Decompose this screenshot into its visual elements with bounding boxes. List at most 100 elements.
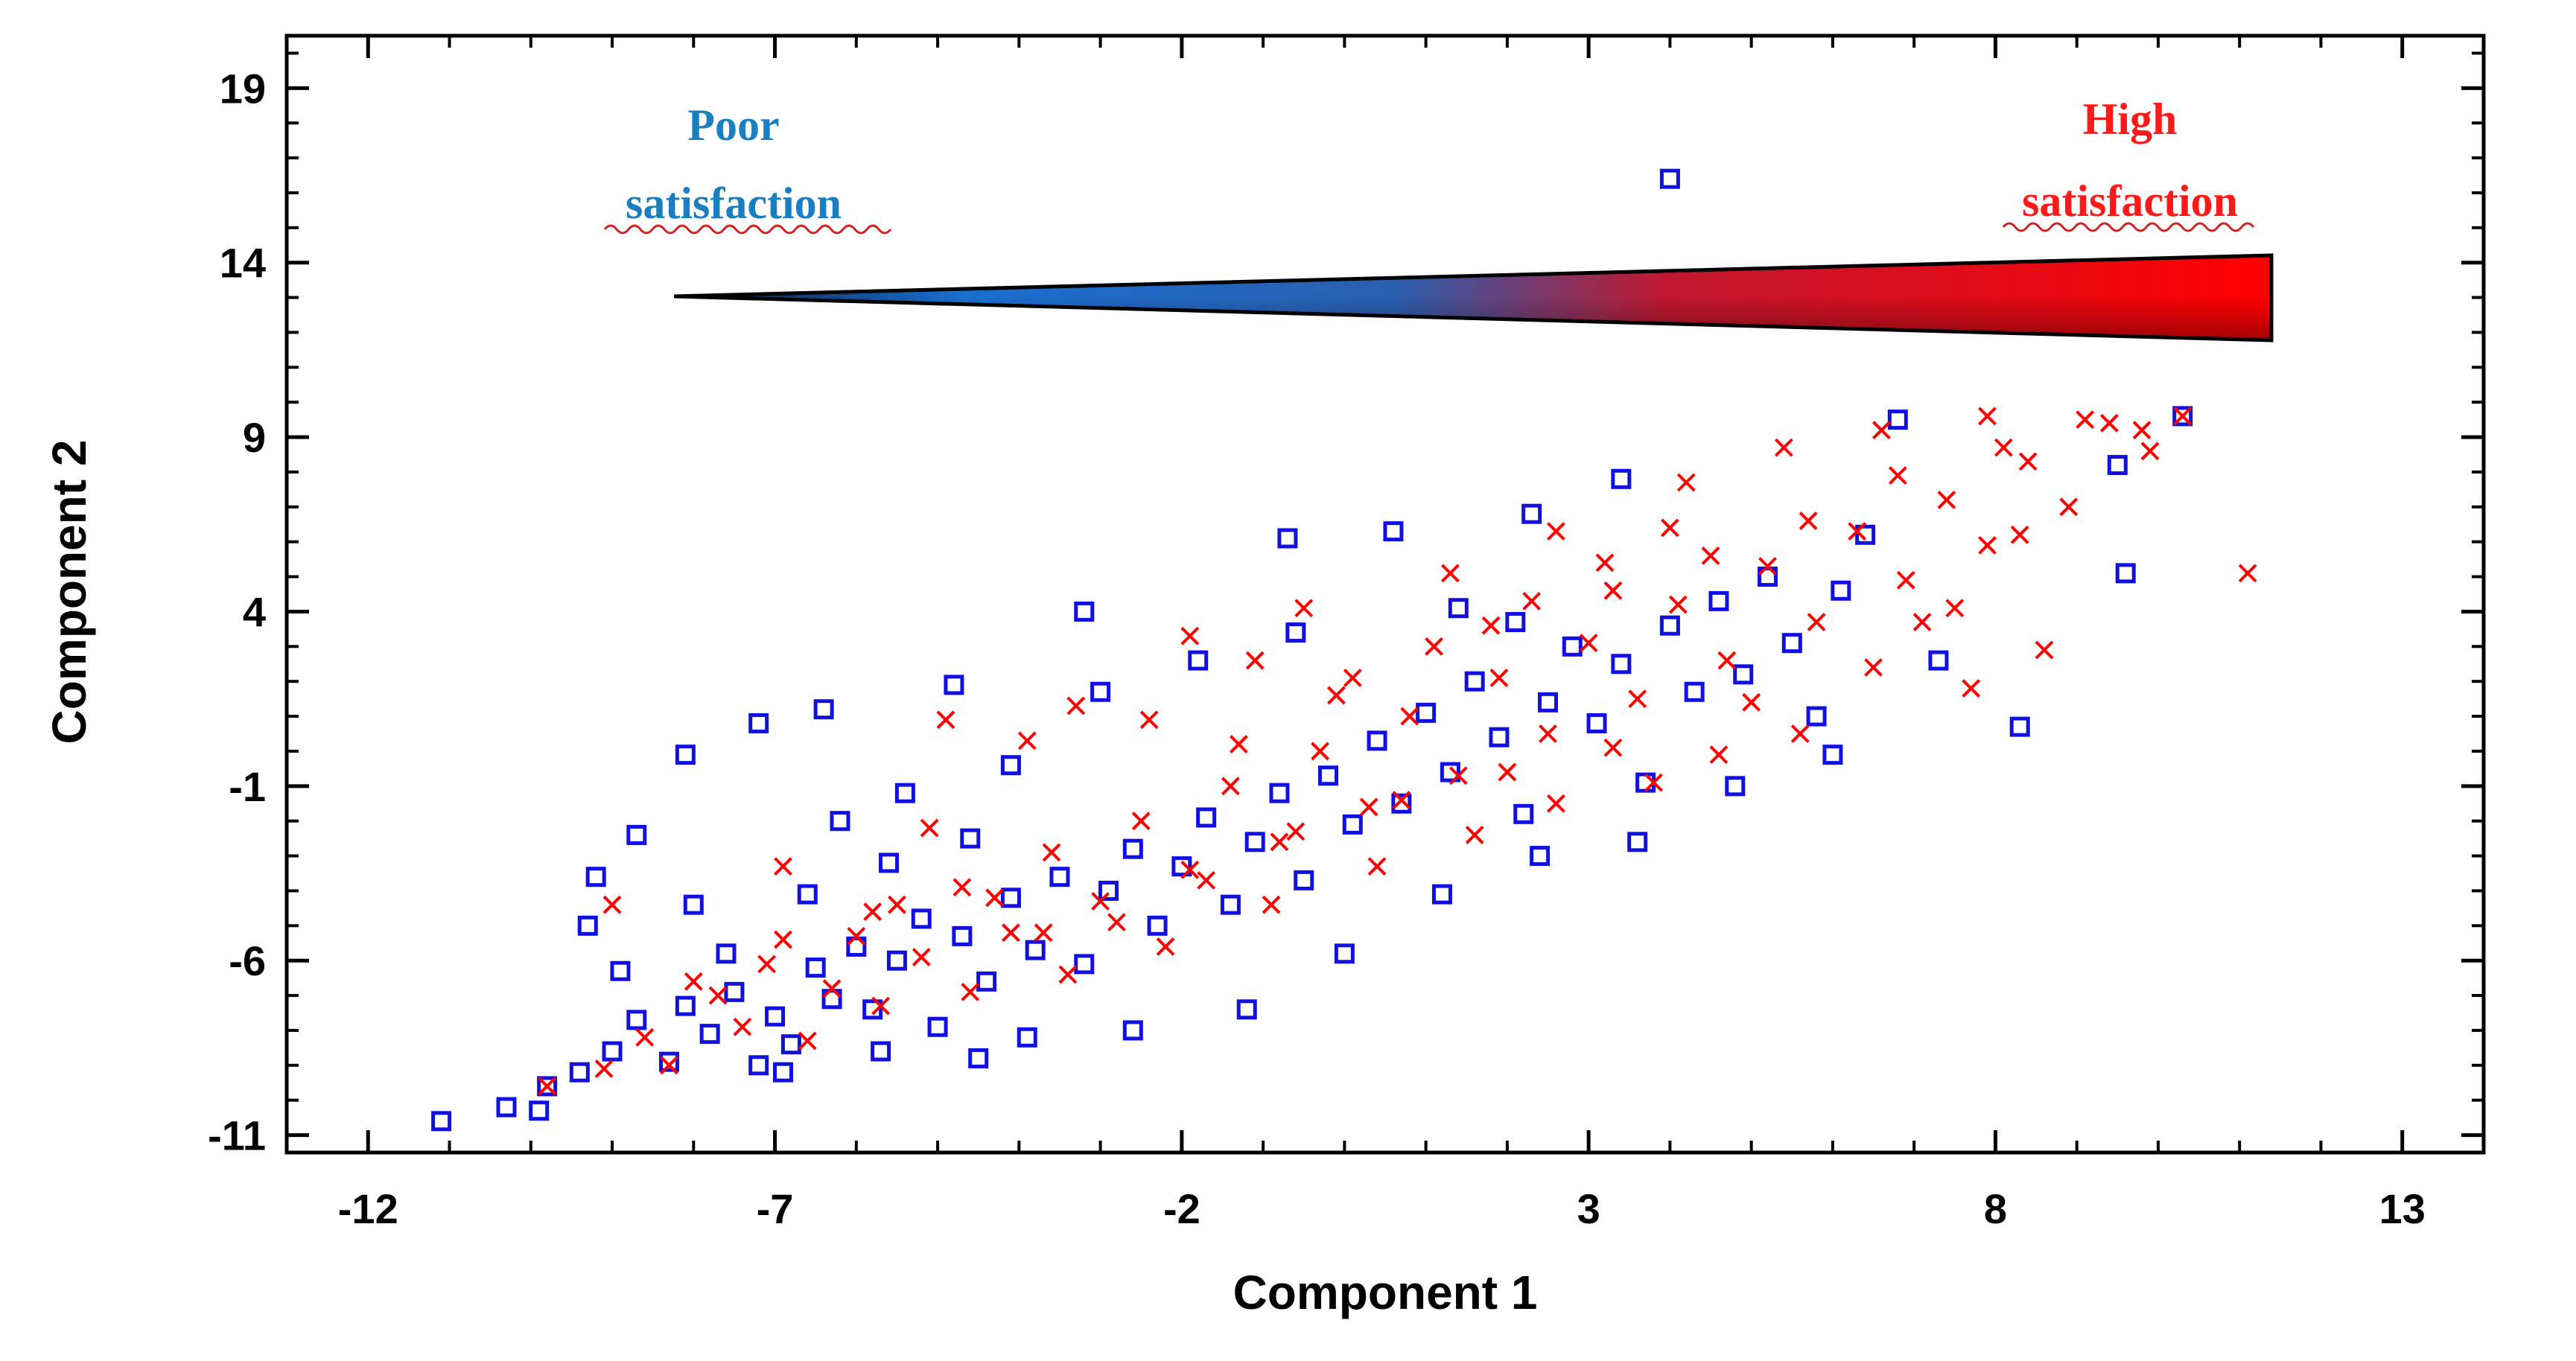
point-poor-satisfaction xyxy=(1074,954,1095,975)
point-poor-satisfaction xyxy=(675,995,696,1016)
point-high-satisfaction xyxy=(2010,525,2029,544)
point-poor-satisfaction xyxy=(2107,455,2128,476)
point-poor-satisfaction xyxy=(626,1010,647,1030)
point-poor-satisfaction xyxy=(1513,803,1534,824)
point-high-satisfaction xyxy=(2076,410,2095,430)
point-high-satisfaction xyxy=(1091,892,1110,911)
annotation-poor-line1: Poor xyxy=(687,101,779,150)
point-poor-satisfaction xyxy=(1725,776,1746,797)
point-high-satisfaction xyxy=(733,1017,752,1036)
point-high-satisfaction xyxy=(1547,522,1565,541)
point-poor-satisfaction xyxy=(1090,681,1111,702)
point-high-satisfaction xyxy=(708,986,728,1005)
point-high-satisfaction xyxy=(2099,413,2119,433)
point-poor-satisfaction xyxy=(1928,650,1949,671)
point-poor-satisfaction xyxy=(431,1111,452,1132)
point-high-satisfaction xyxy=(2018,452,2038,471)
point-high-satisfaction xyxy=(985,888,1004,908)
point-high-satisfaction xyxy=(953,878,972,897)
point-high-satisfaction xyxy=(1937,491,1956,509)
point-poor-satisfaction xyxy=(1781,633,1802,654)
point-poor-satisfaction xyxy=(1806,706,1827,727)
point-poor-satisfaction xyxy=(886,950,907,971)
point-high-satisfaction xyxy=(822,979,842,998)
point-poor-satisfaction xyxy=(602,1041,623,1062)
point-poor-satisfaction xyxy=(813,699,834,720)
point-high-satisfaction xyxy=(1945,599,1965,618)
point-poor-satisfaction xyxy=(1025,940,1046,960)
point-high-satisfaction xyxy=(1579,634,1598,653)
point-high-satisfaction xyxy=(1978,535,1997,555)
point-poor-satisfaction xyxy=(1708,590,1729,611)
point-poor-satisfaction xyxy=(1733,664,1754,685)
point-poor-satisfaction xyxy=(2172,406,2193,427)
point-high-satisfaction xyxy=(1107,913,1126,932)
point-poor-satisfaction xyxy=(1530,846,1551,867)
point-poor-satisfaction xyxy=(1098,880,1119,901)
point-poor-satisfaction xyxy=(871,1041,891,1062)
point-poor-satisfaction xyxy=(1538,692,1559,713)
point-high-satisfaction xyxy=(2140,442,2160,461)
point-poor-satisfaction xyxy=(1611,468,1632,489)
point-poor-satisfaction xyxy=(911,908,932,929)
point-high-satisfaction xyxy=(1848,522,1867,541)
point-high-satisfaction xyxy=(1660,518,1679,538)
point-poor-satisfaction xyxy=(1521,503,1542,524)
point-poor-satisfaction xyxy=(805,957,826,978)
point-high-satisfaction xyxy=(684,972,703,991)
annotation-poor-underline xyxy=(603,224,892,235)
y-tick-label: 14 xyxy=(220,240,266,287)
point-poor-satisfaction xyxy=(1684,681,1705,702)
point-poor-satisfaction xyxy=(1277,528,1298,549)
point-high-satisfaction xyxy=(1042,843,1061,862)
point-high-satisfaction xyxy=(1017,731,1037,750)
point-high-satisfaction xyxy=(1790,724,1810,743)
point-high-satisfaction xyxy=(1774,438,1793,457)
point-high-satisfaction xyxy=(1676,473,1696,492)
point-high-satisfaction xyxy=(1603,738,1623,757)
y-tick-label: -11 xyxy=(208,1112,266,1159)
point-high-satisfaction xyxy=(1603,581,1623,600)
point-high-satisfaction xyxy=(1343,669,1362,687)
point-high-satisfaction xyxy=(1912,613,1932,631)
point-high-satisfaction xyxy=(757,954,777,974)
point-high-satisfaction xyxy=(1156,937,1175,956)
x-tick-label: 8 xyxy=(1984,1185,2007,1232)
point-poor-satisfaction xyxy=(1627,832,1648,852)
point-poor-satisfaction xyxy=(1244,832,1265,852)
point-high-satisfaction xyxy=(1547,794,1565,813)
point-poor-satisfaction xyxy=(879,852,900,873)
point-high-satisfaction xyxy=(1758,557,1777,576)
point-poor-satisfaction xyxy=(1391,793,1412,814)
point-poor-satisfaction xyxy=(1188,650,1209,671)
point-poor-satisfaction xyxy=(626,824,647,845)
axis-ticks xyxy=(285,36,2485,1153)
x-tick-label: -7 xyxy=(757,1185,794,1232)
point-high-satisfaction xyxy=(1448,766,1468,785)
point-poor-satisfaction xyxy=(748,1055,769,1076)
y-tick-label: 19 xyxy=(220,65,266,112)
point-poor-satisfaction xyxy=(1635,772,1656,793)
point-high-satisfaction xyxy=(1286,822,1306,841)
point-poor-satisfaction xyxy=(1196,807,1217,828)
point-high-satisfaction xyxy=(1197,870,1216,890)
point-high-satisfaction xyxy=(1001,923,1020,943)
annotation-high-line1: High xyxy=(2083,95,2178,144)
annotation-high-underline xyxy=(2002,222,2255,232)
point-poor-satisfaction xyxy=(968,1048,989,1068)
point-poor-satisfaction xyxy=(1659,615,1680,636)
point-high-satisfaction xyxy=(1221,777,1240,796)
point-high-satisfaction xyxy=(920,818,939,838)
point-poor-satisfaction xyxy=(1000,887,1021,908)
x-tick-label: -2 xyxy=(1163,1185,1200,1232)
point-high-satisfaction xyxy=(2173,407,2192,426)
point-poor-satisfaction xyxy=(780,1034,801,1055)
point-poor-satisfaction xyxy=(1431,884,1452,905)
annotation-poor-line2: satisfaction xyxy=(626,179,842,228)
point-high-satisfaction xyxy=(1245,651,1265,670)
point-poor-satisfaction xyxy=(1440,762,1460,783)
point-high-satisfaction xyxy=(847,926,866,946)
point-high-satisfaction xyxy=(936,710,955,730)
point-poor-satisfaction xyxy=(1342,814,1363,835)
point-poor-satisfaction xyxy=(862,999,883,1020)
